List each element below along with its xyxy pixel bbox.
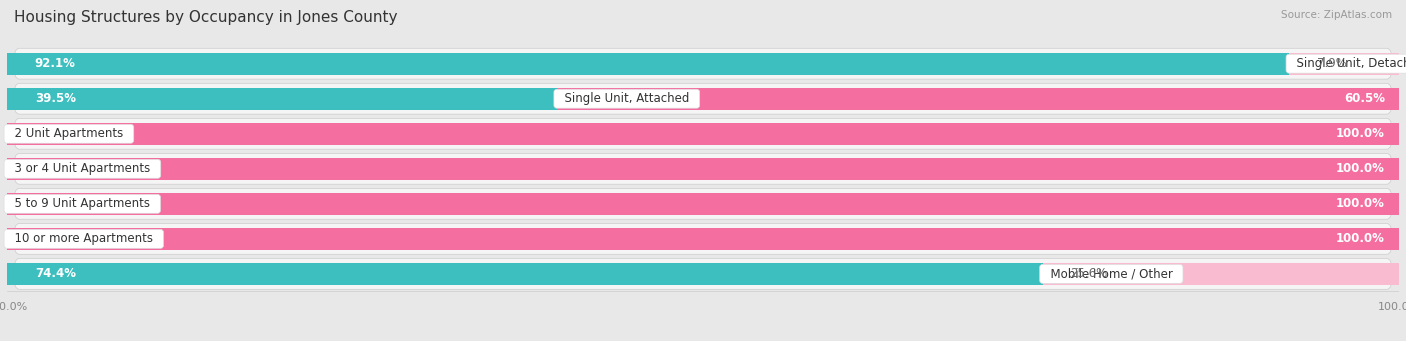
- Text: 3 or 4 Unit Apartments: 3 or 4 Unit Apartments: [7, 162, 157, 175]
- Text: 100.0%: 100.0%: [1336, 127, 1385, 140]
- Text: 39.5%: 39.5%: [35, 92, 76, 105]
- Bar: [1043, 263, 1399, 285]
- Bar: [7, 123, 1399, 145]
- Text: 60.5%: 60.5%: [1344, 92, 1385, 105]
- FancyBboxPatch shape: [14, 223, 1392, 254]
- Bar: [557, 88, 1399, 109]
- Bar: [7, 228, 1399, 250]
- Text: 10 or more Apartments: 10 or more Apartments: [7, 232, 160, 246]
- Bar: [7, 53, 1289, 75]
- Bar: [7, 263, 1043, 285]
- FancyBboxPatch shape: [14, 258, 1392, 289]
- Text: Source: ZipAtlas.com: Source: ZipAtlas.com: [1281, 10, 1392, 20]
- Text: Single Unit, Detached: Single Unit, Detached: [1289, 57, 1406, 70]
- Text: Housing Structures by Occupancy in Jones County: Housing Structures by Occupancy in Jones…: [14, 10, 398, 25]
- Text: 74.4%: 74.4%: [35, 267, 76, 280]
- FancyBboxPatch shape: [14, 48, 1392, 79]
- Bar: [7, 88, 557, 109]
- Bar: [7, 193, 1399, 215]
- Text: 100.0%: 100.0%: [1336, 197, 1385, 210]
- Text: Mobile Home / Other: Mobile Home / Other: [1043, 267, 1180, 280]
- Bar: [7, 123, 28, 145]
- FancyBboxPatch shape: [14, 153, 1392, 184]
- Legend: Owner-occupied, Renter-occupied: Owner-occupied, Renter-occupied: [572, 340, 834, 341]
- Bar: [7, 158, 1399, 180]
- Text: 100.0%: 100.0%: [1336, 162, 1385, 175]
- FancyBboxPatch shape: [14, 189, 1392, 219]
- FancyBboxPatch shape: [14, 83, 1392, 114]
- Bar: [7, 228, 28, 250]
- Text: 7.9%: 7.9%: [1317, 57, 1347, 70]
- Text: 25.6%: 25.6%: [1070, 267, 1108, 280]
- Text: 92.1%: 92.1%: [35, 57, 76, 70]
- Text: 100.0%: 100.0%: [1336, 232, 1385, 246]
- Text: Single Unit, Attached: Single Unit, Attached: [557, 92, 697, 105]
- Text: 5 to 9 Unit Apartments: 5 to 9 Unit Apartments: [7, 197, 157, 210]
- Bar: [7, 193, 28, 215]
- Text: 2 Unit Apartments: 2 Unit Apartments: [7, 127, 131, 140]
- FancyBboxPatch shape: [14, 118, 1392, 149]
- Bar: [1289, 53, 1399, 75]
- Bar: [7, 158, 28, 180]
